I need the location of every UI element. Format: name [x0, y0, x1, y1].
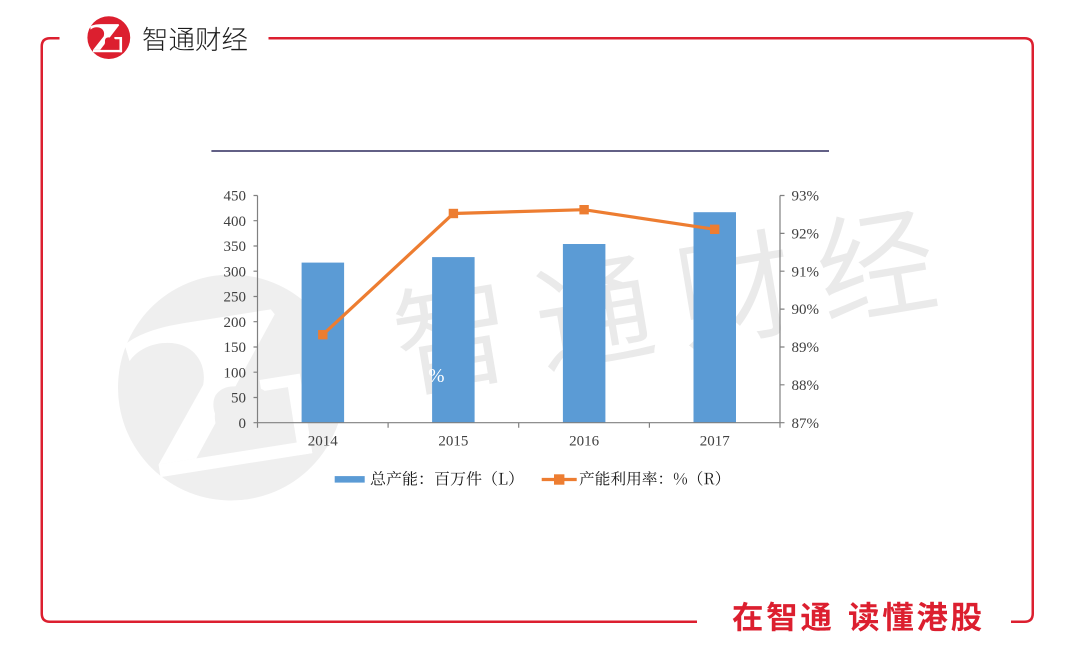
svg-text:87%: 87%	[792, 416, 820, 432]
svg-text:400: 400	[224, 214, 247, 230]
svg-text:150: 150	[224, 340, 247, 356]
svg-text:100: 100	[224, 365, 247, 381]
svg-text:%: %	[428, 366, 444, 387]
svg-text:2015: 2015	[438, 433, 468, 449]
svg-text:250: 250	[224, 290, 247, 306]
svg-text:200: 200	[224, 315, 247, 331]
svg-text:300: 300	[224, 264, 247, 280]
svg-text:90%: 90%	[792, 302, 820, 318]
svg-text:0: 0	[239, 416, 247, 432]
svg-text:88%: 88%	[792, 378, 820, 394]
svg-text:89%: 89%	[792, 340, 820, 356]
svg-text:92%: 92%	[792, 227, 820, 243]
svg-text:2014: 2014	[308, 433, 339, 449]
svg-text:2016: 2016	[569, 433, 600, 449]
svg-text:2017: 2017	[700, 433, 731, 449]
svg-text:93%: 93%	[792, 189, 820, 205]
svg-text:50: 50	[231, 391, 246, 407]
svg-text:450: 450	[224, 189, 247, 205]
svg-text:350: 350	[224, 239, 247, 255]
svg-text:91%: 91%	[792, 264, 820, 280]
